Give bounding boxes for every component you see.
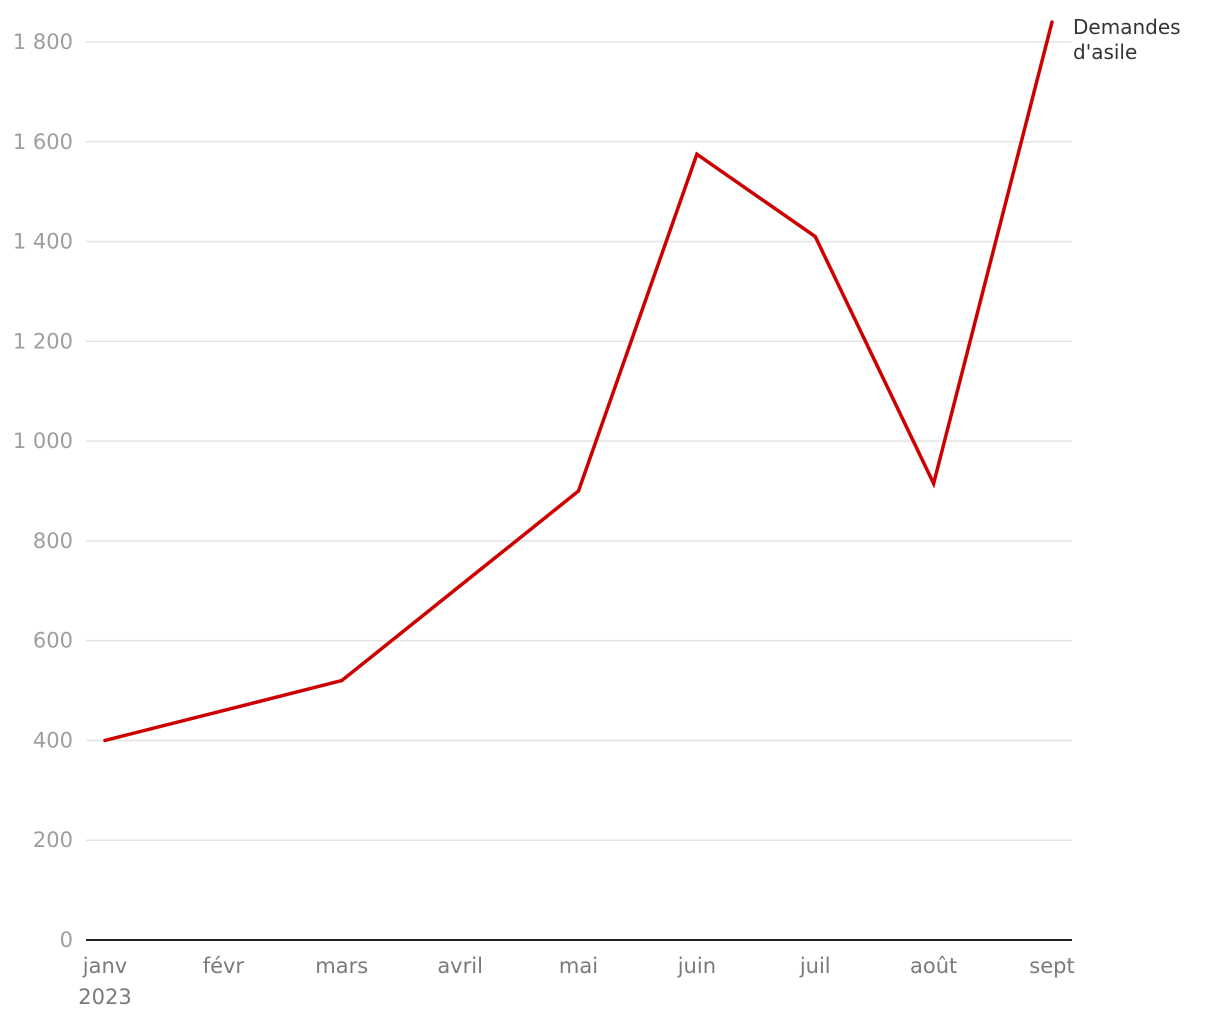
x-tick-label-5: mai (559, 954, 598, 978)
series-group (103, 20, 1054, 743)
data-point-juin (695, 152, 699, 156)
x-tick-label-7: juil (799, 954, 831, 978)
series-label-line-2: d'asile (1073, 40, 1137, 64)
y-tick-label-1000: 1 000 (13, 429, 73, 453)
data-point-févr (221, 708, 225, 713)
y-tick-label-200: 200 (33, 828, 73, 852)
x-tick-label-2: févr (203, 954, 245, 978)
grid-lines (86, 41, 1072, 841)
data-point-mars (340, 678, 344, 683)
series-label-line-1: Demandes (1073, 15, 1181, 39)
x-tick-label-1: janv (82, 954, 127, 978)
x-tick-label-9: sept (1029, 954, 1074, 978)
y-tick-label-1400: 1 400 (13, 230, 73, 254)
data-point-avril (458, 584, 462, 588)
y-tick-label-1200: 1 200 (13, 329, 73, 353)
y-tick-label-400: 400 (33, 728, 73, 752)
data-point-juil (813, 234, 817, 239)
data-point-sept (1050, 20, 1054, 24)
x-tick-label-3: mars (315, 954, 368, 978)
x-axis-tick-labels: janv févr mars avril mai juin juil août sept (82, 954, 1075, 978)
x-axis-year-label: 2023 (78, 985, 131, 1009)
y-tick-label-0: 0 (60, 928, 73, 952)
x-tick-label-4: avril (437, 954, 483, 978)
x-tick-label-8: août (910, 954, 957, 978)
y-axis-tick-labels: 0 200 400 600 800 1 000 1 200 1 400 1 600 1 800 (13, 30, 73, 952)
y-tick-label-600: 600 (33, 629, 73, 653)
x-tick-label-6: juin (677, 954, 716, 978)
data-point-août (932, 481, 936, 486)
y-tick-label-1800: 1 800 (13, 30, 73, 54)
data-point-janv (103, 738, 107, 743)
y-tick-label-800: 800 (33, 529, 73, 553)
y-tick-label-1600: 1 600 (13, 130, 73, 154)
series-label-demandes-asile: Demandes d'asile (1073, 15, 1181, 64)
series-line-1 (103, 20, 1054, 743)
data-point-mai (576, 489, 581, 493)
